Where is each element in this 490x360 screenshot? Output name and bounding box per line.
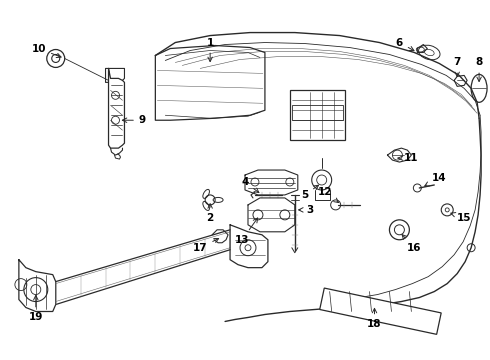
Bar <box>292 105 343 120</box>
Text: 1: 1 <box>206 37 214 62</box>
Text: 11: 11 <box>398 153 418 163</box>
Text: 3: 3 <box>299 205 314 215</box>
Text: 10: 10 <box>31 44 61 58</box>
Bar <box>290 90 344 140</box>
Text: 2: 2 <box>206 204 214 223</box>
Text: 7: 7 <box>453 58 461 77</box>
Bar <box>319 288 441 334</box>
Text: 13: 13 <box>235 218 258 245</box>
Text: 14: 14 <box>425 173 446 186</box>
Text: 12: 12 <box>318 187 339 203</box>
Text: 8: 8 <box>475 58 483 81</box>
Text: 4: 4 <box>241 177 259 193</box>
Text: 19: 19 <box>28 296 43 323</box>
Text: 17: 17 <box>193 239 219 253</box>
Text: 15: 15 <box>451 212 471 223</box>
Text: 6: 6 <box>396 37 414 51</box>
Text: 16: 16 <box>402 235 421 253</box>
Text: 18: 18 <box>367 309 382 329</box>
Text: 5: 5 <box>301 185 319 200</box>
Text: 9: 9 <box>122 115 146 125</box>
